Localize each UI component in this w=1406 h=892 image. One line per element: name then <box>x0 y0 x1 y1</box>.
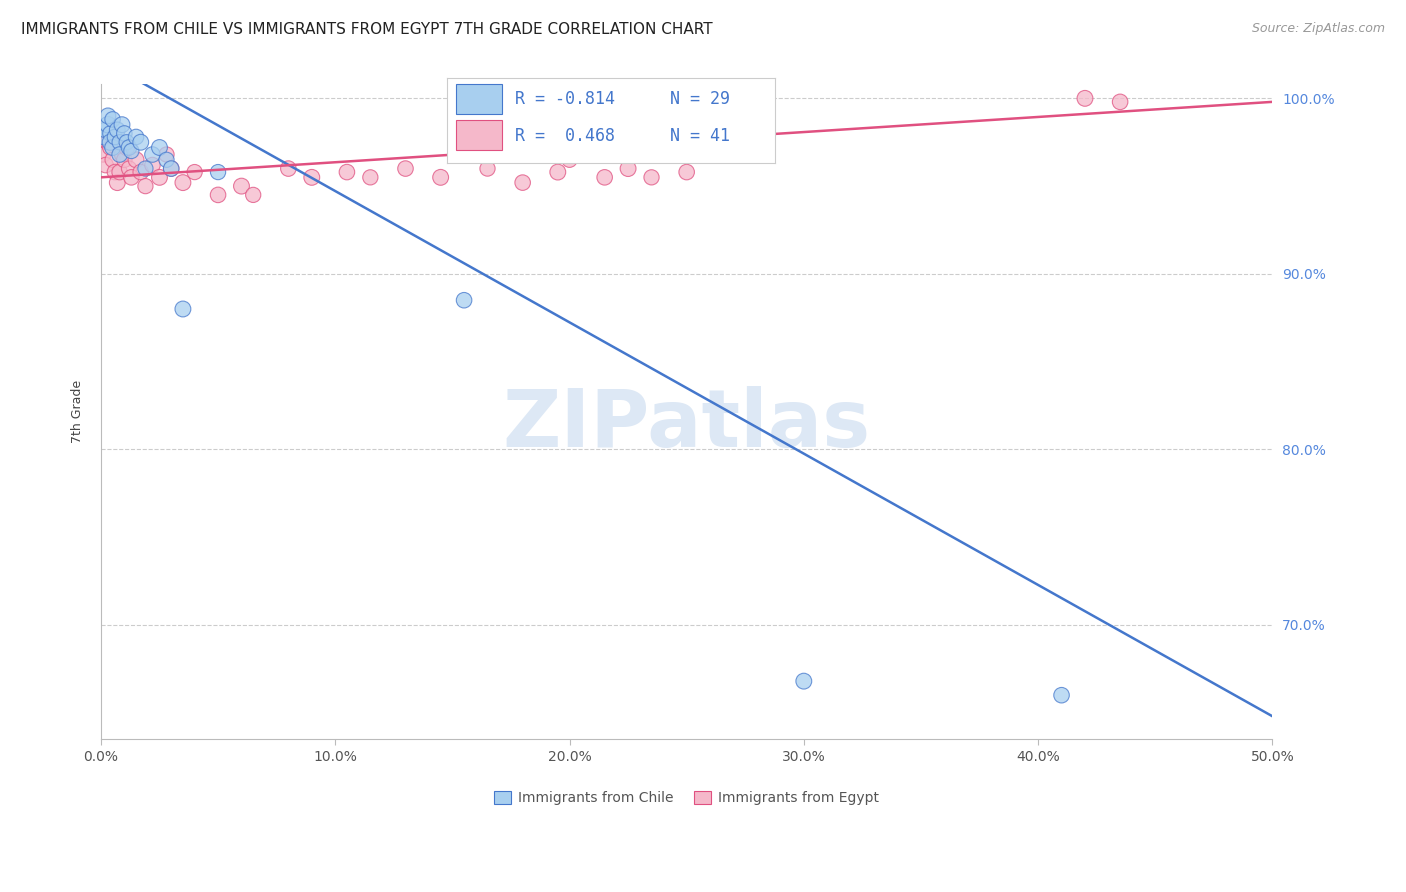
Point <box>112 153 135 167</box>
Point <box>118 161 141 176</box>
Point <box>94 123 117 137</box>
Legend: Immigrants from Chile, Immigrants from Egypt: Immigrants from Chile, Immigrants from E… <box>489 786 884 811</box>
Y-axis label: 7th Grade: 7th Grade <box>72 380 84 443</box>
Text: ZIPatlas: ZIPatlas <box>502 386 870 464</box>
Text: IMMIGRANTS FROM CHILE VS IMMIGRANTS FROM EGYPT 7TH GRADE CORRELATION CHART: IMMIGRANTS FROM CHILE VS IMMIGRANTS FROM… <box>21 22 713 37</box>
Point <box>394 161 416 176</box>
Point <box>277 161 299 176</box>
Point <box>101 153 124 167</box>
Point <box>134 161 156 176</box>
Point <box>207 187 229 202</box>
Point <box>160 161 183 176</box>
Text: Source: ZipAtlas.com: Source: ZipAtlas.com <box>1251 22 1385 36</box>
Point <box>477 161 499 176</box>
Point <box>593 170 616 185</box>
Point <box>111 147 134 161</box>
Point <box>155 153 177 167</box>
Point <box>129 165 152 179</box>
Point <box>148 170 170 185</box>
Point <box>793 674 815 689</box>
Point <box>429 170 451 185</box>
Point <box>118 140 141 154</box>
Point <box>141 147 163 161</box>
Point <box>242 187 264 202</box>
Point <box>453 293 475 308</box>
Point <box>160 161 183 176</box>
Point <box>97 118 120 132</box>
Point <box>512 176 534 190</box>
Point <box>301 170 323 185</box>
Point <box>172 301 194 316</box>
Point <box>108 135 131 149</box>
Point <box>111 118 134 132</box>
Point <box>97 135 120 149</box>
Point <box>148 140 170 154</box>
Point <box>675 165 697 179</box>
Point <box>125 153 148 167</box>
Point <box>231 179 253 194</box>
Point <box>98 135 121 149</box>
Point <box>112 127 135 141</box>
Point <box>101 140 124 154</box>
Point <box>125 130 148 145</box>
Point <box>141 158 163 172</box>
Point <box>129 135 152 149</box>
Point <box>134 179 156 194</box>
Point <box>120 170 142 185</box>
Point <box>104 130 127 145</box>
Point <box>558 153 581 167</box>
Point <box>1050 688 1073 702</box>
Point <box>108 147 131 161</box>
Point <box>1074 91 1097 105</box>
Point <box>183 165 205 179</box>
Point <box>98 127 121 141</box>
Point <box>115 135 138 149</box>
Point <box>120 144 142 158</box>
Point <box>91 130 114 145</box>
Point <box>105 176 128 190</box>
Point <box>97 109 120 123</box>
Point <box>94 158 117 172</box>
Point <box>104 165 127 179</box>
Point <box>108 165 131 179</box>
Point <box>1109 95 1132 109</box>
Point <box>91 147 114 161</box>
Point <box>155 147 177 161</box>
Point <box>115 140 138 154</box>
Point <box>336 165 359 179</box>
Point <box>105 123 128 137</box>
Point <box>207 165 229 179</box>
Point <box>359 170 381 185</box>
Point <box>617 161 640 176</box>
Point <box>172 176 194 190</box>
Point <box>547 165 569 179</box>
Point <box>640 170 662 185</box>
Point <box>98 140 121 154</box>
Point <box>101 112 124 127</box>
